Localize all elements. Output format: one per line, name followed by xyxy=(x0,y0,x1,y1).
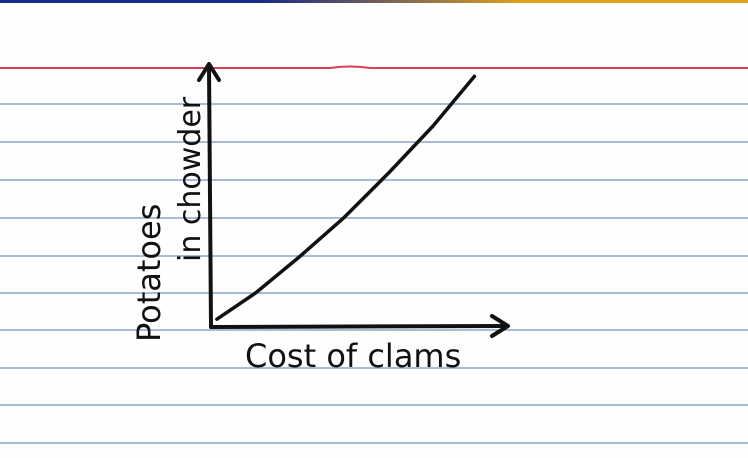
ruled-lines xyxy=(0,65,748,444)
y-axis-label-line2: in chowder xyxy=(173,96,208,262)
x-axis xyxy=(209,324,509,329)
y-axis-arrowhead xyxy=(197,62,221,82)
y-axis xyxy=(207,64,213,329)
header-rule xyxy=(0,65,748,69)
x-axis-arrowhead xyxy=(490,314,510,338)
y-axis-label-line1: Potatoes xyxy=(130,204,168,342)
axes xyxy=(197,62,510,338)
x-axis-label: Cost of clams xyxy=(245,337,461,375)
card-top-edge xyxy=(0,0,748,3)
series-line xyxy=(215,74,477,321)
